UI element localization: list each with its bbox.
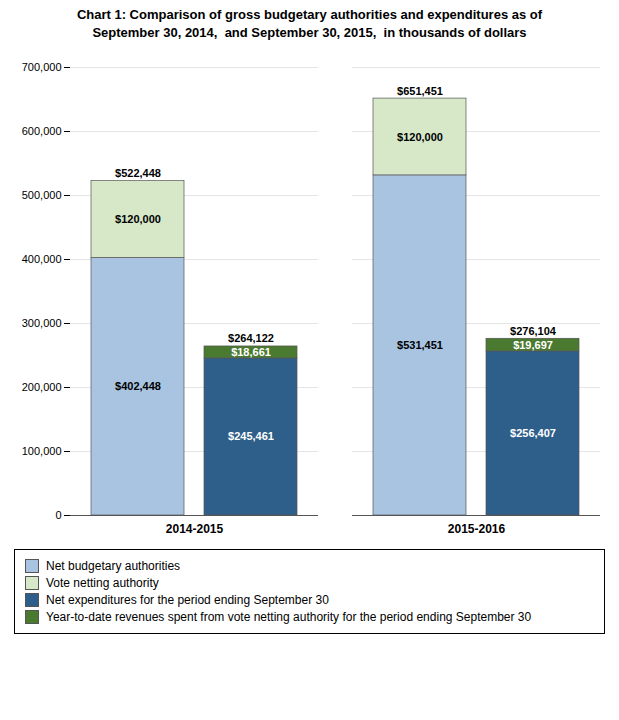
svg-text:700,000: 700,000: [22, 61, 62, 73]
svg-text:200,000: 200,000: [22, 381, 62, 393]
svg-text:600,000: 600,000: [22, 125, 62, 137]
svg-text:$522,448: $522,448: [115, 167, 161, 179]
html-text:Net expenditures for the perio: Net expenditures for the period ending S…: [46, 593, 329, 608]
svg-text:$276,104: $276,104: [510, 325, 557, 337]
svg-text:$245,461: $245,461: [228, 431, 274, 443]
svg-text:300,000: 300,000: [22, 317, 62, 329]
html-text:Net budgetary authorities: Net budgetary authorities: [46, 559, 181, 574]
svg-text:$120,000: $120,000: [115, 213, 161, 225]
svg-text:0: 0: [55, 509, 61, 521]
svg-text:400,000: 400,000: [22, 253, 62, 265]
svg-text:$120,000: $120,000: [397, 131, 443, 143]
html-text:Chart 1: Comparison of gross b: Chart 1: Comparison of gross budgetary a…: [76, 7, 543, 40]
svg-text:2015-2016: 2015-2016: [448, 522, 506, 536]
html-text:Year-to-date revenues spent fr: Year-to-date revenues spent from vote ne…: [46, 610, 532, 625]
svg-text:500,000: 500,000: [22, 189, 62, 201]
svg-text:$19,697: $19,697: [513, 339, 553, 351]
svg-text:$264,122: $264,122: [228, 333, 274, 345]
svg-text:100,000: 100,000: [22, 445, 62, 457]
svg-text:$402,448: $402,448: [115, 380, 161, 392]
svg-text:$256,407: $256,407: [510, 427, 556, 439]
svg-text:2014-2015: 2014-2015: [166, 522, 224, 536]
svg-text:$18,661: $18,661: [231, 346, 271, 358]
svg-text:$651,451: $651,451: [397, 85, 443, 97]
svg-text:$531,451: $531,451: [397, 339, 443, 351]
html-text:Vote netting authority: Vote netting authority: [46, 576, 159, 591]
